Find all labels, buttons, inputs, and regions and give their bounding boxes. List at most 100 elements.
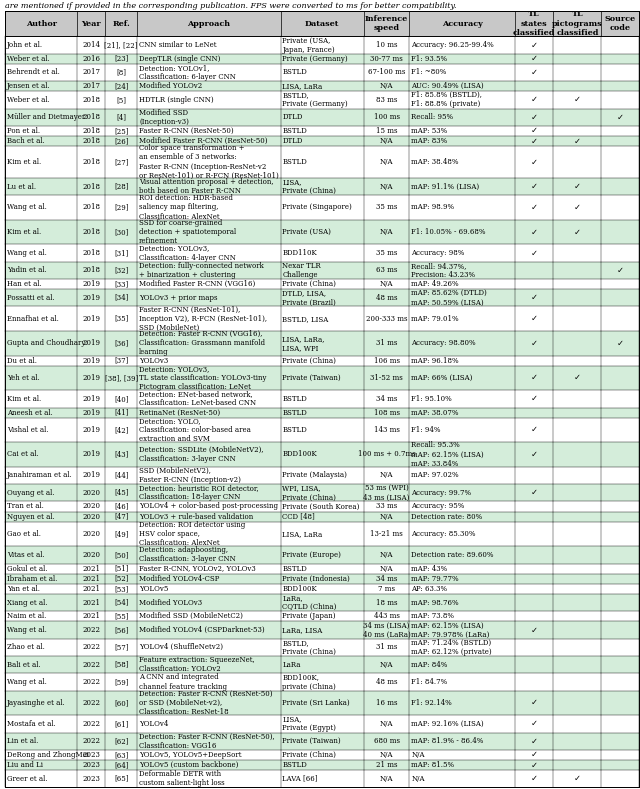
- Bar: [5, 673, 639, 690]
- Text: LISA, LaRa: LISA, LaRa: [282, 82, 323, 90]
- Text: SSD (MobileNetV2),
Faster R-CNN (Inception-v2): SSD (MobileNetV2), Faster R-CNN (Incepti…: [139, 467, 241, 484]
- Text: Private (Indonesia): Private (Indonesia): [282, 574, 350, 583]
- Text: 2018: 2018: [82, 113, 100, 122]
- Text: ✓: ✓: [531, 425, 538, 435]
- Text: Modified YOLOv2: Modified YOLOv2: [139, 82, 202, 90]
- Text: Modified YOLOv4 (CSPDarknet-53): Modified YOLOv4 (CSPDarknet-53): [139, 626, 265, 634]
- Text: 33 ms: 33 ms: [376, 503, 397, 510]
- Text: Aneesh et al.: Aneesh et al.: [7, 409, 52, 417]
- Bar: [5, 467, 639, 484]
- Text: Detection rate: 80%: Detection rate: 80%: [412, 513, 483, 521]
- Text: [41]: [41]: [114, 409, 129, 417]
- Text: John et al.: John et al.: [7, 41, 43, 49]
- Text: ✓: ✓: [531, 450, 538, 459]
- Text: N/A: N/A: [412, 751, 425, 759]
- Text: [65]: [65]: [114, 775, 129, 783]
- Text: Kim et al.: Kim et al.: [7, 158, 42, 166]
- Text: 2019: 2019: [82, 294, 100, 301]
- Text: [36]: [36]: [114, 339, 129, 347]
- Text: YOLOv4 (ShuffleNetv2): YOLOv4 (ShuffleNetv2): [139, 643, 223, 651]
- Text: 2018: 2018: [82, 249, 100, 257]
- Text: BSTLD: BSTLD: [282, 761, 307, 769]
- Text: Private (China): Private (China): [282, 357, 337, 365]
- Text: mAP: 91.1% (LISA): mAP: 91.1% (LISA): [412, 182, 479, 190]
- Text: [28]: [28]: [114, 182, 129, 190]
- Text: ROI detection: HDR-based
saliency map filtering,
Classification: AlexNet: ROI detection: HDR-based saliency map fi…: [139, 194, 233, 221]
- Text: ✓: ✓: [531, 182, 538, 191]
- Bar: [5, 750, 639, 760]
- Text: 2020: 2020: [82, 513, 100, 521]
- Text: Private (Taiwan): Private (Taiwan): [282, 374, 341, 382]
- Text: mAP: 92.16% (LISA): mAP: 92.16% (LISA): [412, 720, 484, 728]
- Text: [21], [22]: [21], [22]: [104, 41, 138, 49]
- Text: 2022: 2022: [82, 699, 100, 707]
- Bar: [5, 245, 639, 262]
- Text: mAP: 43%: mAP: 43%: [412, 565, 447, 573]
- Text: 2022: 2022: [82, 643, 100, 651]
- Bar: [5, 417, 639, 442]
- Text: 21 ms: 21 ms: [376, 761, 397, 769]
- Text: Liu and Li: Liu and Li: [7, 761, 43, 769]
- Text: [38], [39]: [38], [39]: [104, 374, 138, 382]
- Text: Detection: Faster R-CNN (ResNet-50),
Classification: VGG16: Detection: Faster R-CNN (ResNet-50), Cla…: [139, 733, 275, 750]
- Text: N/A: N/A: [412, 775, 425, 783]
- Text: Modified Faster R-CNN (ResNet-50): Modified Faster R-CNN (ResNet-50): [139, 137, 268, 145]
- Bar: [5, 126, 639, 136]
- Text: Private (Germany): Private (Germany): [282, 54, 348, 62]
- Text: N/A: N/A: [380, 228, 394, 236]
- Text: N/A: N/A: [380, 513, 394, 521]
- Text: [42]: [42]: [114, 426, 129, 434]
- Text: 100 ms: 100 ms: [374, 113, 399, 122]
- Text: 2018: 2018: [82, 204, 100, 211]
- Text: Janahiraman et al.: Janahiraman et al.: [7, 471, 73, 480]
- Text: Detection: adapboosting,
Classification: 3-layer CNN: Detection: adapboosting, Classification:…: [139, 546, 236, 563]
- Text: N/A: N/A: [380, 565, 394, 573]
- Text: YOLOv5 (custom backbone): YOLOv5 (custom backbone): [139, 761, 239, 769]
- Text: 100 ms + 0.7ms: 100 ms + 0.7ms: [358, 451, 415, 458]
- Text: ✓: ✓: [531, 698, 538, 708]
- Text: A CNN and integrated
channel feature tracking: A CNN and integrated channel feature tra…: [139, 673, 227, 690]
- Text: F1: 84.7%: F1: 84.7%: [412, 678, 447, 686]
- Text: Müller and Dietmayer: Müller and Dietmayer: [7, 113, 85, 122]
- Text: BSTLD: BSTLD: [282, 394, 307, 403]
- Text: [50]: [50]: [114, 551, 129, 559]
- Text: ✓: ✓: [574, 203, 581, 212]
- Text: Recall: 94.37%,
Precision: 43.23%: Recall: 94.37%, Precision: 43.23%: [412, 262, 476, 279]
- Text: Private (Malaysia): Private (Malaysia): [282, 471, 348, 480]
- Text: Accuracy: 95%: Accuracy: 95%: [412, 503, 465, 510]
- Text: LISA, LaRa: LISA, LaRa: [282, 530, 323, 538]
- Text: Author: Author: [26, 20, 56, 28]
- Bar: [5, 81, 639, 92]
- Text: Private (Japan): Private (Japan): [282, 612, 336, 620]
- Text: [60]: [60]: [114, 699, 129, 707]
- Text: 106 ms: 106 ms: [374, 357, 399, 365]
- Text: 13-21 ms: 13-21 ms: [370, 530, 403, 538]
- Text: 2020: 2020: [82, 530, 100, 538]
- Text: [55]: [55]: [114, 612, 129, 620]
- Text: 2022: 2022: [82, 737, 100, 745]
- Text: Faster R-CNN (ResNet-101),
Inception V2), R-FCN (ResNet-101),
SSD (MobileNet): Faster R-CNN (ResNet-101), Inception V2)…: [139, 305, 268, 332]
- Text: ✓: ✓: [531, 373, 538, 383]
- Text: RetinaNet (ResNet-50): RetinaNet (ResNet-50): [139, 409, 220, 417]
- Text: Private (South Korea): Private (South Korea): [282, 503, 360, 510]
- Text: ✓: ✓: [531, 314, 538, 323]
- Text: Modified SSD (MobileNetC2): Modified SSD (MobileNetC2): [139, 612, 243, 620]
- Text: mAP: 79.01%: mAP: 79.01%: [412, 315, 459, 323]
- Bar: [5, 64, 639, 81]
- Text: 35 ms: 35 ms: [376, 204, 397, 211]
- Bar: [5, 511, 639, 522]
- Bar: [5, 11, 639, 36]
- Text: Detection: heuristic ROI detector,
Classification: 18-layer CNN: Detection: heuristic ROI detector, Class…: [139, 484, 259, 501]
- Text: Yan et al.: Yan et al.: [7, 585, 40, 593]
- Text: 2018: 2018: [82, 158, 100, 166]
- Text: 2019: 2019: [82, 471, 100, 480]
- Text: Deformable DETR with
custom salient-light loss: Deformable DETR with custom salient-ligh…: [139, 770, 225, 787]
- Text: 443 ms: 443 ms: [374, 612, 399, 620]
- Text: mAP: 98.76%: mAP: 98.76%: [412, 599, 459, 607]
- Text: ✓: ✓: [531, 95, 538, 104]
- Text: Mostafa et al.: Mostafa et al.: [7, 720, 56, 728]
- Text: [24]: [24]: [114, 82, 129, 90]
- Text: 18 ms: 18 ms: [376, 599, 397, 607]
- Text: 2018: 2018: [82, 137, 100, 145]
- Text: 143 ms: 143 ms: [374, 426, 399, 434]
